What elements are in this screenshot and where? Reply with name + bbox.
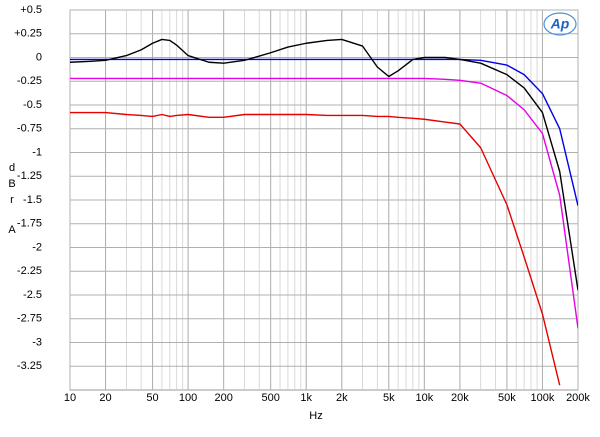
y-tick-label: -1.5 xyxy=(23,194,42,206)
x-tick-label: 50 xyxy=(146,392,158,404)
logo-text: Ap xyxy=(550,16,570,32)
y-tick-label: -0.25 xyxy=(17,75,42,87)
x-tick-label: 500 xyxy=(261,392,279,404)
y-tick-label: -2.25 xyxy=(17,265,42,277)
series-line xyxy=(70,77,578,329)
y-tick-label: -2.75 xyxy=(17,313,42,325)
series-line xyxy=(70,58,578,206)
x-tick-label: 20 xyxy=(99,392,111,404)
y-tick-label: -1.25 xyxy=(17,170,42,182)
x-tick-label: 100 xyxy=(179,392,197,404)
y-tick-label: -3.25 xyxy=(17,360,42,372)
y-tick-label: -3 xyxy=(32,336,42,348)
y-tick-label: -1 xyxy=(32,146,42,158)
y-tick-label: -2 xyxy=(32,241,42,253)
logo: Ap xyxy=(543,12,577,36)
y-tick-label: -0.75 xyxy=(17,123,42,135)
x-tick-label: 5k xyxy=(383,392,395,404)
plot-lines xyxy=(70,38,578,386)
y-tick-label: -1.75 xyxy=(17,218,42,230)
x-tick-label: 200k xyxy=(566,392,590,404)
y-tick-label: +0.5 xyxy=(20,4,42,16)
x-axis-label: Hz xyxy=(309,410,322,422)
y-tick-label: 0 xyxy=(36,51,42,63)
x-tick-label: 50k xyxy=(498,392,516,404)
x-tick-label: 10k xyxy=(415,392,433,404)
x-tick-label: 100k xyxy=(531,392,555,404)
series-line xyxy=(70,38,578,291)
x-tick-label: 20k xyxy=(451,392,469,404)
x-tick-label: 2k xyxy=(336,392,348,404)
logo-ring xyxy=(543,12,577,36)
x-tick-label: 1k xyxy=(300,392,312,404)
x-tick-label: 200 xyxy=(214,392,232,404)
y-tick-label: -2.5 xyxy=(23,289,42,301)
y-tick-label: -0.5 xyxy=(23,99,42,111)
x-tick-label: 10 xyxy=(64,392,76,404)
y-tick-label: +0.25 xyxy=(14,28,42,40)
series-line xyxy=(70,111,561,386)
grid xyxy=(69,9,579,390)
